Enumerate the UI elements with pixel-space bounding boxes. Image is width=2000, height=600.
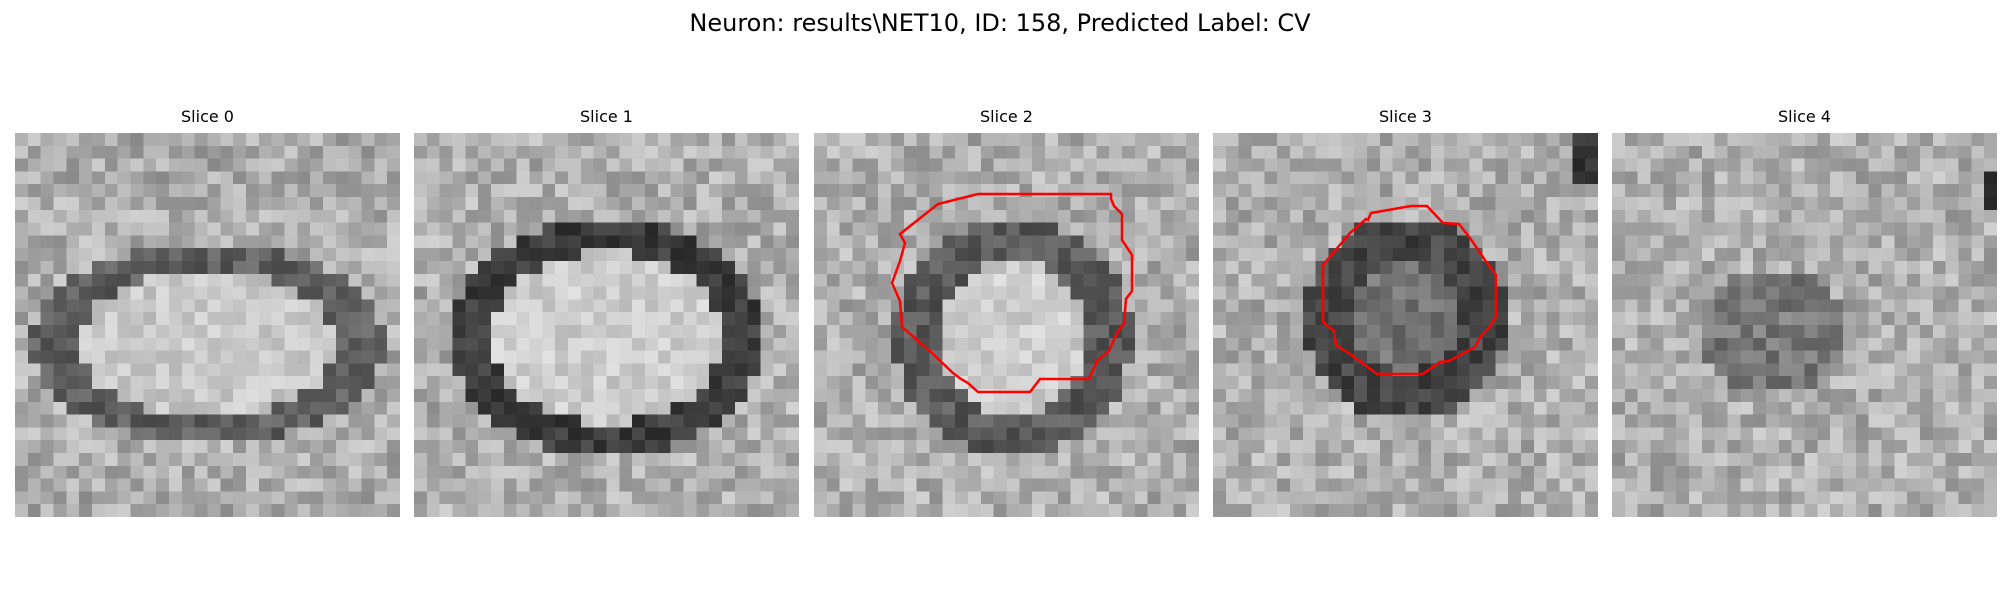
slice-image	[1213, 133, 1598, 517]
slice-title: Slice 3	[1379, 107, 1432, 126]
slice-panel-4: Slice 4	[1612, 106, 1997, 517]
slice-title: Slice 1	[580, 107, 633, 126]
slice-title: Slice 4	[1778, 107, 1831, 126]
slice-title: Slice 2	[980, 107, 1033, 126]
slice-panel-2: Slice 2	[814, 106, 1199, 517]
figure-title: Neuron: results\NET10, ID: 158, Predicte…	[689, 9, 1311, 37]
slice-panel-1: Slice 1	[414, 106, 799, 517]
slice-image	[414, 133, 799, 517]
slice-image	[1612, 133, 1997, 517]
slice-panel-3: Slice 3	[1213, 106, 1598, 517]
slice-panel-0: Slice 0	[15, 106, 400, 517]
slice-image	[814, 133, 1199, 517]
slice-image	[15, 133, 400, 517]
slice-title: Slice 0	[181, 107, 234, 126]
